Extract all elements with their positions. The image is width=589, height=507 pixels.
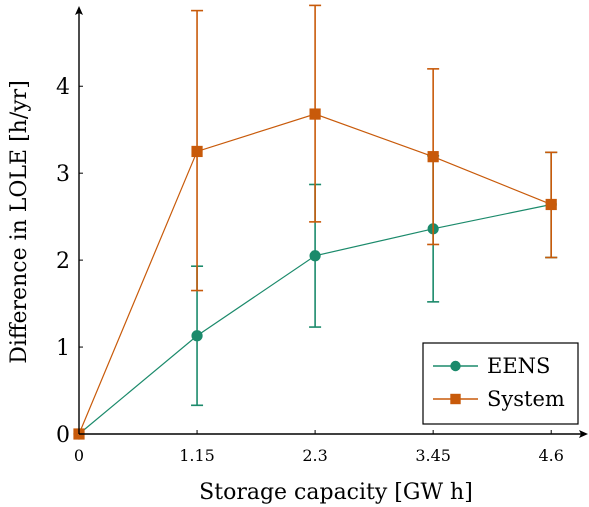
tick-labels: 0 1.15 2.3 3.45 4.6 0 1 2 3 4 [56, 75, 564, 465]
legend-item-system: System [433, 387, 565, 411]
legend-box [422, 342, 579, 425]
x-tick-label: 3.45 [415, 446, 451, 465]
data-point [309, 108, 321, 120]
y-axis-arrow [75, 6, 83, 15]
y-tick-label: 3 [56, 162, 70, 187]
y-axis-title: Difference in LOLE [h/yr] [7, 80, 32, 364]
legend-label: EENS [487, 354, 550, 378]
data-point [191, 330, 203, 342]
x-axis-arrow [579, 430, 588, 438]
y-tick-label: 0 [56, 423, 70, 448]
legend-marker [450, 393, 461, 405]
legend-item-eens: EENS [433, 354, 550, 378]
x-axis-title: Storage capacity [GW h] [199, 480, 473, 505]
axes [75, 6, 588, 438]
legend: EENS System [422, 342, 579, 425]
data-point [427, 151, 439, 163]
legend-label: System [487, 387, 565, 411]
data-point [309, 250, 321, 262]
legend-marker [450, 360, 461, 372]
y-tick-label: 1 [56, 336, 70, 361]
x-tick-label: 0 [74, 446, 84, 465]
data-point [545, 198, 557, 211]
x-tick-label: 4.6 [538, 446, 563, 465]
y-tick-label: 4 [56, 75, 70, 100]
x-tick-label: 1.15 [179, 446, 215, 465]
data-point [191, 145, 203, 158]
y-tick-label: 2 [56, 249, 70, 274]
x-tick-label: 2.3 [302, 446, 327, 465]
